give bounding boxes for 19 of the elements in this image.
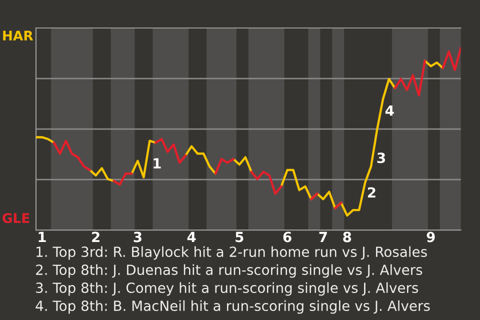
x-tick-label: 8 — [343, 232, 352, 242]
text: 4. Top 8th: B. MacNeil hit a run-scoring single vs J. Alvers — [36, 300, 430, 314]
x-tick-label: 4 — [187, 232, 196, 242]
annotation: 2 — [368, 187, 376, 198]
annotation: 3 — [377, 152, 385, 164]
annotation: 4 — [385, 105, 394, 116]
x-tick-label: 5 — [236, 232, 244, 242]
x-tick-label: 9 — [426, 232, 435, 242]
x-tick-label: 7 — [319, 232, 327, 242]
x-tick-label: 6 — [283, 232, 292, 242]
text: 3. Top 8th: J. Comey hit a run-scoring single vs J. Alvers — [36, 282, 418, 296]
text: 1. Top 3rd: R. Blaylock hit a 2-run home run vs J. Rosales — [36, 246, 427, 260]
x-tick-label: 1 — [38, 232, 46, 242]
text: 2. Top 8th: J. Duenas hit a run-scoring single vs J. Alvers — [36, 264, 422, 278]
x-tick-label: 2 — [92, 232, 100, 242]
text: GLE — [2, 213, 30, 224]
annotation: 1 — [154, 158, 161, 168]
x-tick-label: 3 — [134, 232, 142, 242]
text: HAR — [3, 30, 34, 40]
